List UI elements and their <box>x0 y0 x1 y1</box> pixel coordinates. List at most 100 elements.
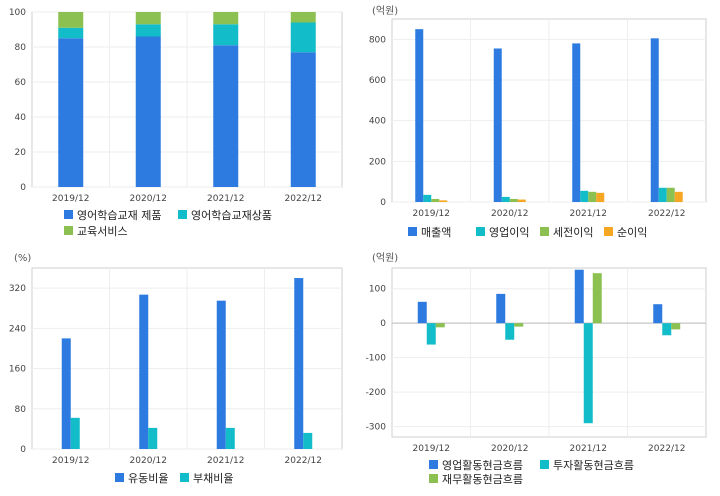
legend-label: 재무활동현금흐름 <box>442 472 523 486</box>
y-tick-label: -200 <box>366 388 387 398</box>
unit-label: (%) <box>14 253 31 264</box>
y-tick-label: 800 <box>369 35 386 45</box>
bar <box>216 300 226 449</box>
bar <box>439 200 448 202</box>
legend-swatch <box>64 226 73 235</box>
y-tick-label: 0 <box>380 319 386 329</box>
legend-label: 영업활동현금흐름 <box>442 458 523 472</box>
y-tick-label: 80 <box>15 43 27 53</box>
bar <box>213 12 239 25</box>
y-tick-label: 600 <box>369 76 386 86</box>
bar <box>435 323 445 328</box>
chart-income: 0 200 400 600 800 2019/12 2020/12 2021/12 2022/1… <box>369 5 707 239</box>
legend-label: 매출액 <box>421 226 451 239</box>
legend-label: 순이익 <box>617 226 647 239</box>
bar <box>415 29 424 202</box>
bar <box>662 323 672 336</box>
x-tick-label: 2021/12 <box>207 456 244 466</box>
bar <box>58 38 84 187</box>
bar <box>509 198 518 202</box>
legend-swatch <box>178 210 187 219</box>
legend-label: 세전이익 <box>553 226 593 239</box>
y-tick-label: 320 <box>9 284 26 294</box>
y-tick-label: -300 <box>366 423 387 433</box>
x-tick-label: 2020/12 <box>130 194 167 204</box>
x-tick-label: 2019/12 <box>413 209 450 219</box>
bar <box>290 52 316 187</box>
chart-liquidity-ratio: 0 80 160 240 320 2019/12 2020/12 2021/12 2022/12… <box>9 253 343 485</box>
legend-swatch <box>115 473 124 482</box>
legend-label: 영어학습교재상품 <box>191 209 272 222</box>
bar <box>135 12 161 25</box>
legend-label: 투자활동현금흐름 <box>553 458 634 472</box>
x-tick-label: 2022/12 <box>648 209 685 219</box>
x-tick-label: 2021/12 <box>570 209 607 219</box>
bar <box>135 24 161 37</box>
y-tick-label: 100 <box>9 8 26 18</box>
legend-label: 유동비율 <box>128 472 168 485</box>
x-tick-label: 2022/12 <box>648 444 685 454</box>
bar <box>70 417 80 449</box>
legend-label: 영어학습교재 제품 <box>77 209 161 222</box>
bar <box>213 45 239 187</box>
bar <box>58 12 84 28</box>
bar <box>580 190 589 202</box>
x-tick-label: 2021/12 <box>570 444 607 454</box>
legend-swatch <box>408 227 417 236</box>
x-tick-label: 2021/12 <box>207 194 244 204</box>
bar <box>658 187 667 202</box>
bar <box>572 43 581 203</box>
bar <box>426 323 436 345</box>
legend-swatch <box>604 227 613 236</box>
y-tick-label: -100 <box>366 354 387 364</box>
legend-label: 영업이익 <box>489 226 529 239</box>
x-tick-label: 2019/12 <box>52 194 89 204</box>
bar <box>294 278 304 449</box>
bar <box>583 323 593 424</box>
bar <box>148 427 158 449</box>
bar <box>674 191 683 202</box>
legend-swatch <box>64 210 73 219</box>
bar <box>592 273 602 324</box>
bar <box>303 432 313 449</box>
bar <box>290 22 316 53</box>
bar <box>666 187 675 202</box>
bar <box>501 196 510 202</box>
bar <box>431 198 440 202</box>
bar <box>588 191 597 202</box>
legend-swatch <box>429 474 438 483</box>
x-tick-label: 2020/12 <box>130 456 167 466</box>
bar <box>514 323 524 327</box>
x-tick-label: 2019/12 <box>413 444 450 454</box>
y-tick-label: 60 <box>15 78 27 88</box>
chart-product-mix: 0 20 40 60 80 100 2019/12 2020/12 2021/12 2022/12… <box>9 8 343 238</box>
bar <box>505 323 515 340</box>
x-tick-label: 2020/12 <box>491 209 528 219</box>
bar <box>417 301 427 324</box>
bar <box>139 294 149 449</box>
y-tick-label: 20 <box>15 148 27 158</box>
legend-label: 교육서비스 <box>77 225 128 238</box>
y-tick-label: 0 <box>20 445 26 455</box>
y-tick-label: 400 <box>369 117 386 127</box>
bar <box>517 199 526 202</box>
bar <box>290 12 316 23</box>
bar <box>58 27 84 39</box>
legend-swatch <box>540 460 549 469</box>
y-tick-label: 100 <box>369 285 386 295</box>
legend-label: 부채비율 <box>193 472 233 485</box>
legend-swatch <box>476 227 485 236</box>
y-tick-label: 0 <box>380 198 386 208</box>
x-tick-label: 2022/12 <box>285 456 322 466</box>
y-tick-label: 80 <box>15 405 27 415</box>
unit-label: (억원) <box>372 252 398 264</box>
legend-swatch <box>429 460 438 469</box>
bar <box>574 269 584 324</box>
legend-swatch <box>540 227 549 236</box>
bar <box>596 192 605 202</box>
bar <box>496 293 506 324</box>
y-tick-label: 240 <box>9 324 26 334</box>
chart-cash-flow: -300 -200 -100 0 100 2019/12 2020/12 2021/12 202… <box>366 252 707 486</box>
y-tick-label: 200 <box>369 157 386 167</box>
